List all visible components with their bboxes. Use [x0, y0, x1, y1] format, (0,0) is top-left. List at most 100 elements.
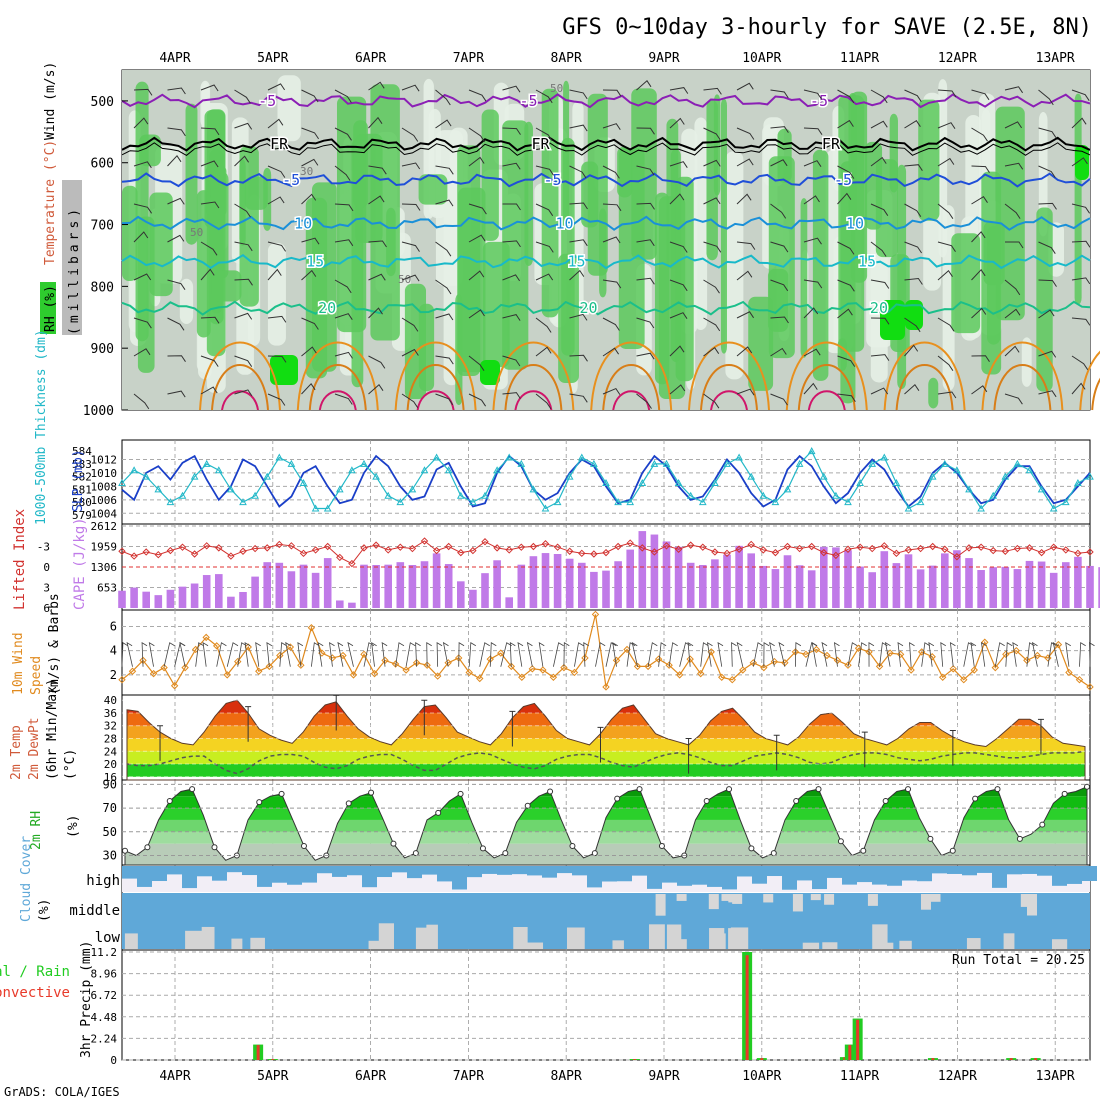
slp-tick-label: 1008 [91, 480, 118, 493]
low-cloud-gap [899, 940, 912, 949]
wind-barb [937, 269, 953, 281]
freezing-level-contour [121, 142, 1091, 157]
high-cloud-bar [497, 866, 512, 875]
rh-moist-patch [812, 149, 829, 381]
rh-marker [166, 797, 173, 804]
wind-barb [502, 203, 521, 211]
thickness-marker [747, 472, 756, 480]
cape-bar [360, 564, 368, 608]
temperature-contour [121, 172, 1091, 188]
thickness-marker [868, 459, 877, 467]
wind-barb [244, 641, 251, 667]
thickness-marker [420, 466, 429, 474]
high-cloud-bar [287, 866, 302, 885]
cape-bar [941, 553, 949, 608]
thickness-marker [880, 453, 889, 461]
temperature-minmax-marker [333, 694, 340, 731]
wind-barb [904, 203, 922, 217]
wind-speed-marker [244, 643, 252, 651]
wind-barb [1071, 157, 1088, 167]
pressure-tick-label: 900 [91, 342, 114, 357]
high-cloud-bar [152, 866, 167, 882]
surface-temperature-contour [797, 364, 856, 411]
wind-speed-marker [391, 660, 400, 668]
wind-barb [937, 122, 956, 129]
rh-marker [793, 797, 800, 804]
wind-barb [234, 312, 253, 320]
high-cloud-bar [482, 866, 497, 874]
cape-bar [686, 562, 695, 608]
wind-barb [837, 393, 856, 402]
wind-barb [301, 89, 319, 103]
wind-speed-marker [307, 624, 316, 632]
wind-barb [602, 89, 622, 97]
wind-barb [669, 384, 686, 395]
cape-tick-label: 2612 [91, 520, 118, 533]
date-label-top: 6APR [355, 51, 386, 66]
wind-barb [736, 241, 756, 250]
wind-barb [468, 642, 477, 667]
thickness-axis-label: 1000-500mb Thickness (dm) [34, 329, 49, 525]
thickness-marker [178, 491, 187, 499]
wind-barb [937, 157, 955, 167]
precip-convective-bar [271, 1059, 275, 1060]
rh-marker [703, 797, 710, 804]
rh-moist-patch [889, 113, 898, 193]
lifted-index-marker [650, 548, 659, 556]
wind-barb [1071, 317, 1091, 326]
lifted-index-marker [686, 541, 695, 549]
lifted-index-marker [396, 543, 405, 551]
rh-tick-label: 50 [103, 825, 117, 839]
wind-barb [770, 393, 788, 406]
date-label-top: 13APR [1036, 51, 1075, 66]
wind-barb [736, 193, 752, 205]
wind-barb [317, 641, 324, 667]
thickness-marker [118, 478, 126, 486]
cape-bar [759, 565, 768, 608]
wind-barb [133, 117, 149, 129]
surface-temperature-contour [710, 390, 748, 411]
thickness-marker [505, 453, 514, 461]
wind-barb [368, 81, 385, 91]
temperature-contour-label: -5 [258, 92, 276, 110]
surface-temperature-contour [688, 341, 770, 411]
wind-barb [833, 641, 840, 667]
wind-barb [435, 313, 454, 321]
thickness-marker [783, 485, 792, 493]
wind-barb [668, 642, 678, 667]
chart-title: GFS 0~10day 3-hourly for SAVE (2.5E, 8N) [562, 15, 1092, 40]
lifted-index-marker [844, 545, 852, 553]
thickness-line [121, 450, 1091, 510]
wind-barb [870, 156, 887, 167]
high-cloud-bar [227, 866, 242, 873]
cape-bar [650, 534, 659, 608]
wind-barb [200, 268, 215, 281]
cape-bar [420, 561, 429, 608]
wind-barb [167, 234, 185, 243]
wind-barb [535, 393, 552, 410]
cape-bar [614, 561, 622, 608]
lifted-index-marker [820, 548, 828, 557]
wind-speed-marker [339, 651, 347, 660]
thickness-marker [626, 498, 635, 506]
temperature-band [127, 764, 1085, 777]
wind-barb [267, 268, 282, 281]
lifted-index-marker [916, 544, 925, 553]
thickness-marker [299, 478, 308, 486]
millibar-label-bg [62, 180, 82, 335]
cape-bar [166, 589, 175, 608]
pressure-tick-label: 500 [91, 95, 114, 110]
lifted-index-marker [953, 553, 961, 561]
thickness-marker [928, 472, 937, 480]
wind-barb [301, 269, 317, 281]
mid-cloud-gap [676, 894, 687, 901]
high-cloud-bar [137, 866, 152, 887]
wind-barb [468, 156, 485, 167]
wind-barb [1004, 393, 1023, 405]
lifted-index-marker [674, 545, 683, 553]
rh-marker [658, 843, 665, 850]
low-cloud-gap [185, 930, 203, 949]
wind-barb [179, 641, 186, 667]
rh-marker [569, 843, 576, 850]
wind-barb [167, 390, 186, 398]
